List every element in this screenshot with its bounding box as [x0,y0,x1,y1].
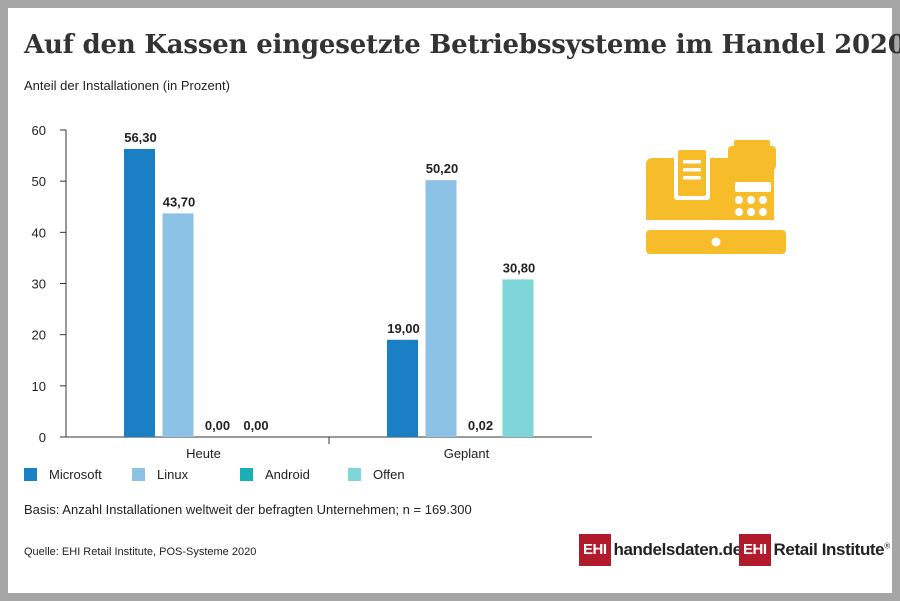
legend: Microsoft Linux Android Offen [24,466,456,482]
source-note: Quelle: EHI Retail Institute, POS-System… [24,546,257,558]
ehi-retail-logo-badge: EHI [739,534,771,566]
data-label: 56,30 [124,130,157,145]
data-label: 30,80 [503,260,536,275]
bar-linux [162,213,194,437]
data-label: 19,00 [387,321,420,336]
data-label: 0,00 [205,418,230,433]
registered-mark: ® [884,541,890,551]
handelsdaten-logo-text: handelsdaten.de [613,540,743,559]
x-category-label: Heute [186,446,221,461]
ehi-retail-logo-text: Retail Institute® [773,540,891,560]
data-label: 50,20 [426,161,459,176]
basis-note: Basis: Anzahl Installationen weltweit de… [24,502,472,517]
legend-item-offen: Offen [348,466,456,482]
handelsdaten-logo-badge: EHI [579,534,611,566]
legend-item-android: Android [240,466,348,482]
legend-swatch-offen [348,467,361,481]
legend-item-microsoft: Microsoft [24,466,132,482]
handelsdaten-logo[interactable]: EHI handelsdaten.de [579,534,742,566]
bar-microsoft [124,148,155,437]
data-label: 0,02 [468,418,493,433]
bar-linux [425,180,457,438]
bar-microsoft [387,339,418,437]
cash-register-icon [646,140,786,254]
data-label: 0,00 [243,418,268,433]
legend-swatch-microsoft [24,467,37,481]
legend-label-microsoft: Microsoft [49,466,102,482]
y-tick-label: 0 [39,430,46,445]
chart-title: Auf den Kassen eingesetzte Betriebssyste… [24,30,900,60]
x-category-label: Geplant [444,446,490,461]
legend-label-linux: Linux [157,466,189,482]
y-tick-label: 40 [32,225,46,240]
y-tick-label: 60 [32,123,46,138]
y-tick-label: 10 [32,379,46,394]
bar-offen [502,279,534,437]
y-tick-label: 50 [32,174,46,189]
legend-label-offen: Offen [373,466,405,482]
y-tick-label: 20 [32,328,46,343]
y-tick-label: 30 [32,277,46,292]
legend-swatch-android [240,467,253,481]
legend-item-linux: Linux [132,466,240,482]
data-label: 43,70 [163,194,196,209]
legend-swatch-linux [132,467,145,481]
chart-subtitle: Anteil der Installationen (in Prozent) [24,78,230,93]
ehi-retail-logo[interactable]: EHI Retail Institute® [739,534,890,566]
ehi-retail-logo-label: Retail Institute [773,540,885,559]
legend-label-android: Android [265,466,310,482]
